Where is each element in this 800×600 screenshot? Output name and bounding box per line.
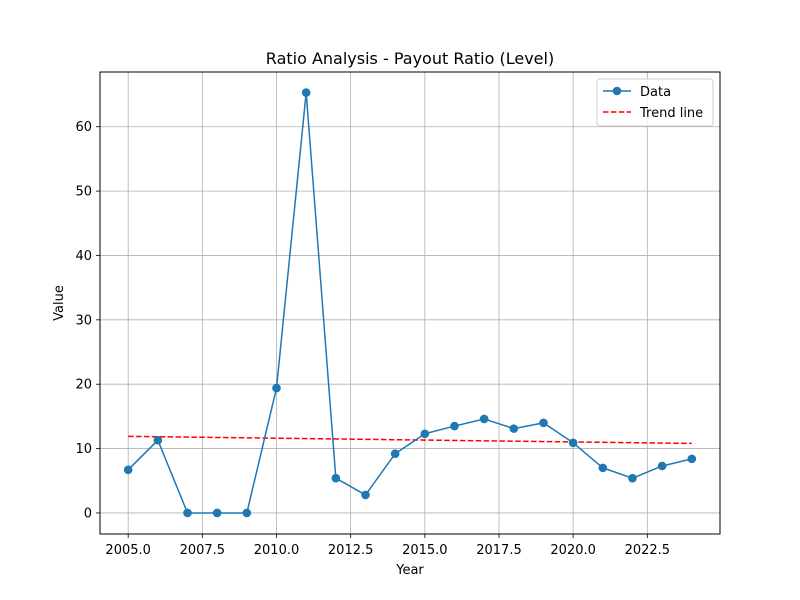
data-point (301, 88, 311, 97)
data-series-line (127, 91, 692, 514)
plot-area-frame (99, 71, 721, 535)
y-tick-label: 50 (75, 185, 92, 200)
y-axis-label: Value (52, 285, 67, 321)
y-tick-label: 30 (75, 313, 92, 328)
y-tick-label: 10 (75, 442, 92, 457)
data-point (212, 508, 222, 518)
x-axis: 2005.0 2007.5 2010.0 2012.5 2015.0 2017.5 2020… (105, 534, 670, 558)
x-tick-label: 2007.5 (180, 543, 226, 558)
data-point (628, 473, 637, 483)
data-point (183, 508, 192, 518)
series-layer (123, 88, 697, 518)
data-point (568, 438, 578, 448)
x-tick-label: 2005.0 (105, 543, 151, 558)
y-tick-label: 20 (75, 378, 92, 393)
data-point (598, 463, 608, 473)
data-point (450, 421, 459, 431)
data-point (687, 454, 697, 464)
legend-data-marker-sample (612, 86, 622, 96)
x-tick-label: 2012.5 (328, 543, 374, 558)
x-tick-label: 2020.0 (550, 543, 596, 558)
x-tick-label: 2015.0 (402, 543, 448, 558)
data-point (539, 418, 548, 428)
data-point (657, 461, 667, 471)
data-point (509, 424, 519, 433)
x-axis-label: Year (395, 563, 424, 578)
plot-area-background (100, 72, 720, 534)
data-point (420, 429, 430, 439)
y-tick-label: 60 (75, 120, 92, 135)
trend-line (128, 435, 692, 445)
legend: Data Trend line (596, 78, 714, 127)
legend-entry-data: Data (640, 85, 671, 100)
y-axis: 0 10 20 30 40 50 60 (75, 120, 100, 521)
data-point (479, 414, 489, 424)
x-tick-label: 2010.0 (254, 543, 300, 558)
legend-entry-trend-line: Trend line (639, 106, 703, 121)
data-point (331, 473, 341, 483)
x-tick-label: 2022.5 (625, 543, 671, 558)
data-point (242, 508, 252, 518)
data-point (361, 490, 370, 500)
y-tick-label: 40 (75, 249, 92, 264)
data-point (123, 465, 133, 475)
data-point (390, 449, 400, 459)
data-point (153, 435, 163, 445)
chart-title: Ratio Analysis - Payout Ratio (Level) (266, 49, 554, 68)
x-tick-label: 2017.5 (476, 543, 522, 558)
y-tick-label: 0 (84, 506, 92, 521)
data-point (272, 383, 281, 393)
